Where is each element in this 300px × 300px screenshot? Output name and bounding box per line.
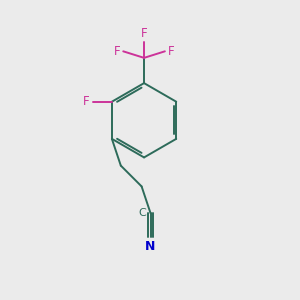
Text: F: F xyxy=(141,27,147,40)
Text: F: F xyxy=(114,45,120,58)
Text: F: F xyxy=(83,95,90,108)
Text: N: N xyxy=(145,240,156,253)
Text: F: F xyxy=(168,45,175,58)
Text: C: C xyxy=(138,208,146,218)
